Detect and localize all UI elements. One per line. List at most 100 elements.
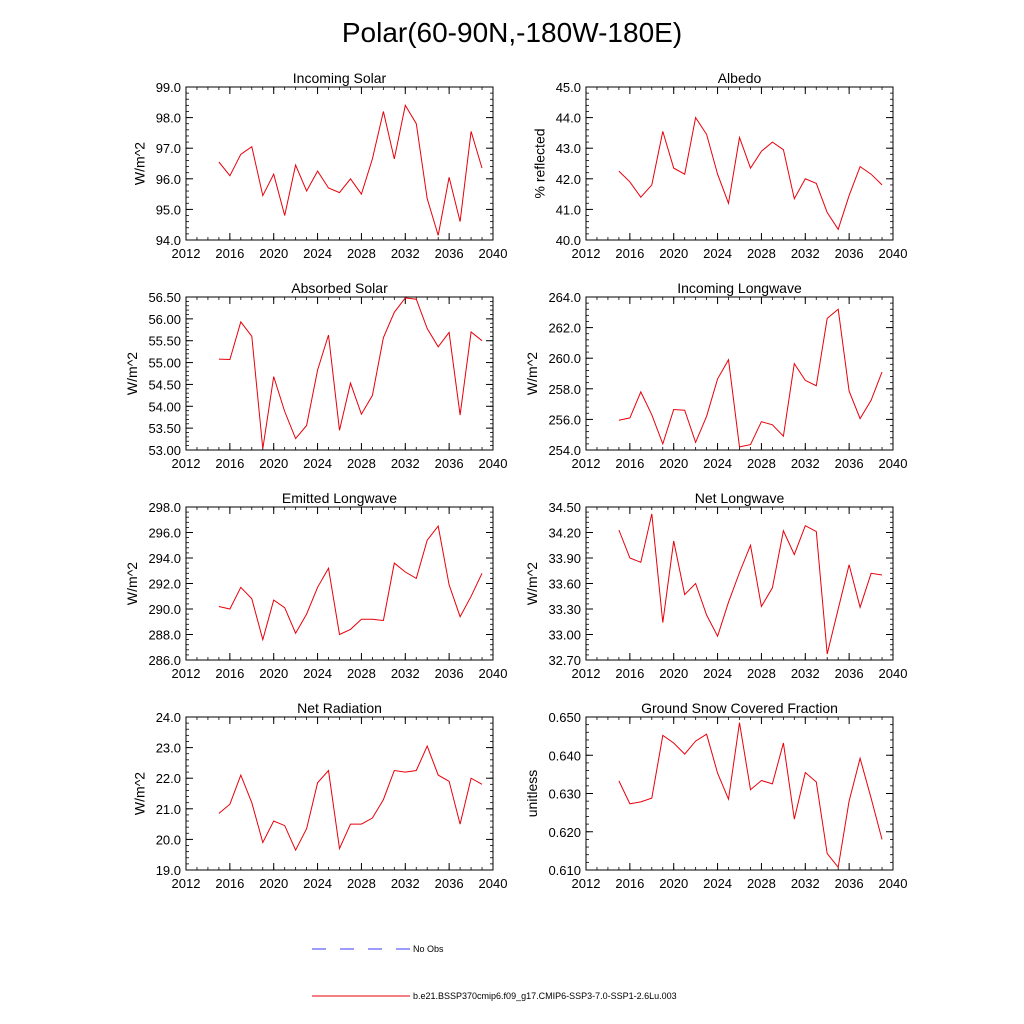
- y-tick-label: 97.0: [156, 141, 181, 156]
- y-tick-label: 43.0: [556, 141, 581, 156]
- x-tick-label: 2016: [215, 876, 244, 891]
- panel-title: Net Longwave: [695, 490, 785, 506]
- y-tick-label: 21.0: [156, 802, 181, 817]
- x-tick-label: 2020: [659, 666, 688, 681]
- plot-frame: [185, 506, 494, 661]
- y-tick-label: 42.0: [556, 172, 581, 187]
- plot-frame: [185, 86, 494, 241]
- y-tick-label: 286.0: [148, 653, 181, 668]
- y-tick-label: 23.0: [156, 741, 181, 756]
- x-tick-label: 2016: [615, 246, 644, 261]
- y-tick-label: 19.0: [156, 863, 181, 878]
- y-tick-label: 53.50: [148, 421, 181, 436]
- y-tick-label: 298.0: [148, 500, 181, 515]
- panel-absorbed-solar: 2012 2016 2020 2024 2028 2032 2036 2040 53.00 53.…: [124, 280, 507, 471]
- x-tick-label: 2024: [303, 666, 332, 681]
- y-tick-label: 0.610: [548, 863, 581, 878]
- y-tick-label: 33.60: [548, 577, 581, 592]
- x-tick-label: 2028: [347, 246, 376, 261]
- x-tick-label: 2032: [791, 456, 820, 471]
- x-tick-label: 2036: [835, 666, 864, 681]
- series-line: [618, 513, 883, 655]
- legend-label-no-obs: No Obs: [413, 944, 444, 954]
- y-tick-label: 55.50: [148, 334, 181, 349]
- y-axis-label: % reflected: [531, 128, 547, 198]
- x-tick-label: 2040: [879, 456, 908, 471]
- series-line: [618, 308, 883, 448]
- x-tick-label: 2016: [215, 666, 244, 681]
- x-tick-label: 2024: [703, 666, 732, 681]
- panel-albedo: 2012 2016 2020 2024 2028 2032 2036 2040 40.0 41.0…: [531, 70, 907, 261]
- y-tick-label: 33.30: [548, 602, 581, 617]
- y-tick-label: 32.70: [548, 653, 581, 668]
- x-tick-label: 2036: [835, 246, 864, 261]
- x-tick-label: 2016: [215, 246, 244, 261]
- y-tick-label: 33.00: [548, 628, 581, 643]
- x-tick-label: 2032: [791, 876, 820, 891]
- x-tick-label: 2016: [615, 456, 644, 471]
- x-tick-label: 2036: [435, 456, 464, 471]
- x-tick-label: 2036: [835, 876, 864, 891]
- x-tick-label: 2028: [747, 876, 776, 891]
- y-tick-label: 45.0: [556, 80, 581, 95]
- y-tick-label: 99.0: [156, 80, 181, 95]
- x-tick-label: 2016: [215, 456, 244, 471]
- panel-incoming-solar: 2012 2016 2020 2024 2028 2032 2036 2040 94.0 95.0…: [131, 70, 507, 261]
- x-tick-label: 2012: [572, 456, 601, 471]
- plot-frame: [585, 716, 894, 871]
- x-tick-label: 2020: [259, 876, 288, 891]
- y-tick-label: 288.0: [148, 628, 181, 643]
- x-tick-label: 2036: [835, 456, 864, 471]
- y-tick-label: 20.0: [156, 832, 181, 847]
- y-tick-label: 34.50: [548, 500, 581, 515]
- y-axis-label: W/m^2: [131, 772, 147, 815]
- y-tick-label: 24.0: [156, 710, 181, 725]
- y-axis-label: W/m^2: [124, 352, 140, 395]
- x-tick-label: 2032: [791, 666, 820, 681]
- x-tick-label: 2040: [879, 666, 908, 681]
- series-line: [218, 744, 483, 852]
- y-tick-label: 40.0: [556, 233, 581, 248]
- x-tick-label: 2024: [303, 876, 332, 891]
- x-tick-label: 2028: [347, 666, 376, 681]
- x-tick-label: 2036: [435, 666, 464, 681]
- y-tick-label: 53.00: [148, 443, 181, 458]
- panel-incoming-longwave: 2012 2016 2020 2024 2028 2032 2036 2040 254.0 256…: [524, 280, 907, 471]
- panel-title: Albedo: [718, 70, 762, 86]
- plot-frame: [585, 86, 894, 241]
- x-tick-label: 2024: [303, 246, 332, 261]
- y-tick-label: 41.0: [556, 202, 581, 217]
- panel-title: Ground Snow Covered Fraction: [641, 700, 838, 716]
- y-tick-label: 256.0: [548, 412, 581, 427]
- y-tick-label: 296.0: [148, 526, 181, 541]
- y-tick-label: 95.0: [156, 202, 181, 217]
- x-tick-label: 2012: [172, 456, 201, 471]
- x-tick-label: 2012: [572, 246, 601, 261]
- y-tick-label: 294.0: [148, 551, 181, 566]
- x-tick-label: 2024: [303, 456, 332, 471]
- y-tick-label: 260.0: [548, 351, 581, 366]
- y-tick-label: 0.630: [548, 787, 581, 802]
- x-tick-label: 2040: [879, 876, 908, 891]
- y-tick-label: 0.620: [548, 825, 581, 840]
- y-tick-label: 98.0: [156, 111, 181, 126]
- y-tick-label: 94.0: [156, 233, 181, 248]
- x-tick-label: 2020: [259, 456, 288, 471]
- x-tick-label: 2032: [391, 666, 420, 681]
- y-axis-label: W/m^2: [524, 562, 540, 605]
- legend-label-model-run: b.e21.BSSP370cmip6.f09_g17.CMIP6-SSP3-7.…: [413, 991, 677, 1001]
- x-tick-label: 2032: [391, 876, 420, 891]
- x-tick-label: 2028: [747, 666, 776, 681]
- x-tick-label: 2012: [172, 876, 201, 891]
- x-tick-label: 2020: [259, 246, 288, 261]
- x-tick-label: 2032: [791, 246, 820, 261]
- y-tick-label: 33.90: [548, 551, 581, 566]
- y-axis-label: W/m^2: [524, 352, 540, 395]
- y-tick-label: 96.0: [156, 172, 181, 187]
- panel-ground-snow-covered-fraction: 2012 2016 2020 2024 2028 2032 2036 2040 0.610 0.6…: [524, 700, 907, 891]
- y-tick-label: 262.0: [548, 321, 581, 336]
- y-tick-label: 292.0: [148, 577, 181, 592]
- series-line: [218, 104, 483, 236]
- y-axis-label: W/m^2: [131, 142, 147, 185]
- x-tick-label: 2040: [479, 456, 508, 471]
